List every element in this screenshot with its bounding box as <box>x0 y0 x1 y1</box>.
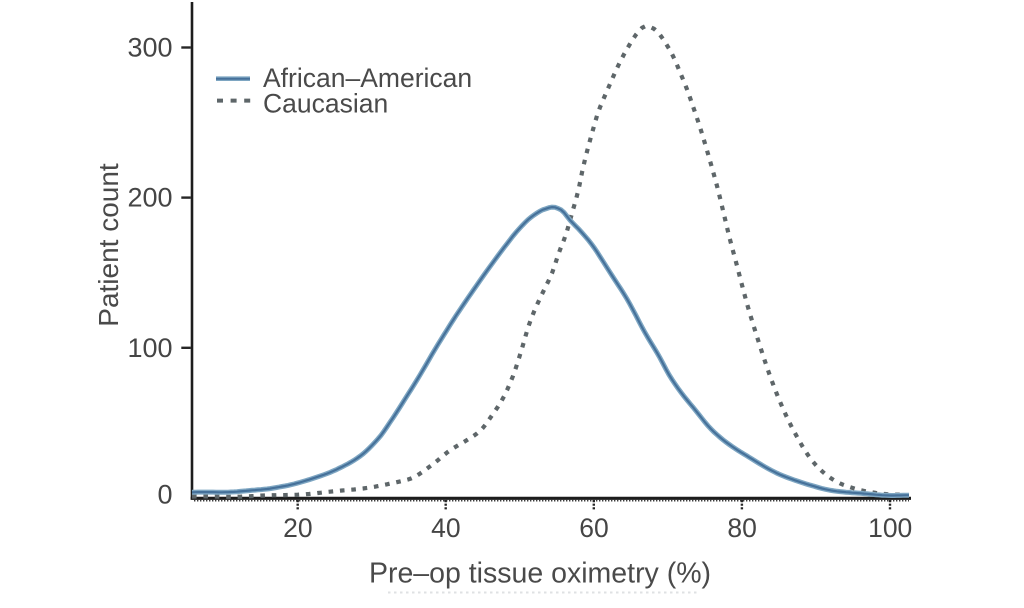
svg-text:40: 40 <box>431 513 460 543</box>
svg-text:200: 200 <box>127 183 172 213</box>
svg-text:100: 100 <box>868 513 912 543</box>
svg-text:20: 20 <box>283 513 312 543</box>
svg-text:0: 0 <box>157 480 172 510</box>
svg-text:100: 100 <box>127 333 172 363</box>
svg-text:60: 60 <box>579 513 608 543</box>
svg-text:Caucasian: Caucasian <box>263 89 388 119</box>
svg-text:Patient count: Patient count <box>93 163 124 327</box>
svg-text:300: 300 <box>127 33 172 63</box>
svg-text:African–American: African–American <box>263 63 472 93</box>
svg-text:Pre–op tissue oximetry (%): Pre–op tissue oximetry (%) <box>369 558 711 590</box>
svg-text:80: 80 <box>727 513 756 543</box>
